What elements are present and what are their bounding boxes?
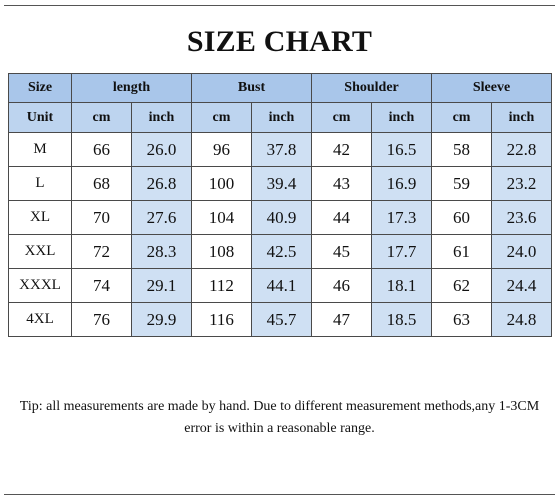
table-cell: 59 <box>431 166 493 201</box>
table-row: M 66 26.0 96 37.8 42 16.5 58 22.8 <box>8 132 553 167</box>
table-cell: 37.8 <box>250 132 313 167</box>
table-cell: 60 <box>431 200 493 235</box>
table-cell: 61 <box>431 234 493 269</box>
table-cell: 17.3 <box>371 200 433 235</box>
table-cell: 24.8 <box>491 302 553 337</box>
table-cell: 70 <box>71 200 132 235</box>
table-cell: 63 <box>431 302 493 337</box>
table-cell: 29.9 <box>131 302 192 337</box>
unit-header: cm <box>431 102 493 133</box>
bust-group-header: Bust <box>190 73 313 103</box>
table-cell: 26.0 <box>131 132 192 167</box>
table-cell: 27.6 <box>131 200 192 235</box>
table-cell: 96 <box>191 132 252 167</box>
table-cell: 28.3 <box>131 234 192 269</box>
table-cell: 18.5 <box>371 302 433 337</box>
header-row-units: Unit cm inch cm inch cm inch cm inch <box>8 102 553 133</box>
measurement-tip: Tip: all measurements are made by hand. … <box>19 399 540 436</box>
table-cell: 16.5 <box>371 132 433 167</box>
unit-column-header: Unit <box>8 102 72 133</box>
length-group-header: length <box>71 73 192 103</box>
unit-header: inch <box>371 102 433 133</box>
table-cell: 23.2 <box>491 166 553 201</box>
table-cell: 46 <box>311 268 373 303</box>
page-title: SIZE CHART <box>186 25 373 58</box>
table-cell: 29.1 <box>131 268 192 303</box>
size-cell: XXL <box>8 234 72 269</box>
table-cell: 58 <box>431 132 493 167</box>
table-cell: 47 <box>311 302 373 337</box>
table-cell: 16.9 <box>371 166 433 201</box>
table-cell: 22.8 <box>491 132 553 167</box>
table-cell: 42 <box>311 132 373 167</box>
table-cell: 112 <box>191 268 252 303</box>
table-cell: 104 <box>191 200 252 235</box>
table-cell: 76 <box>71 302 132 337</box>
table-cell: 45 <box>311 234 373 269</box>
unit-header: cm <box>191 102 252 133</box>
table-cell: 39.4 <box>250 166 313 201</box>
top-divider <box>4 5 555 6</box>
unit-header: inch <box>131 102 192 133</box>
table-cell: 108 <box>191 234 252 269</box>
size-cell: M <box>8 132 72 167</box>
bottom-divider <box>4 494 555 495</box>
table-cell: 43 <box>311 166 373 201</box>
table-cell: 62 <box>431 268 493 303</box>
table-row: XXXL 74 29.1 112 44.1 46 18.1 62 24.4 <box>8 268 553 303</box>
shoulder-group-header: Shoulder <box>311 73 433 103</box>
table-cell: 24.4 <box>491 268 553 303</box>
table-cell: 100 <box>191 166 252 201</box>
table-cell: 17.7 <box>371 234 433 269</box>
unit-header: inch <box>491 102 553 133</box>
size-cell: 4XL <box>8 302 72 337</box>
table-cell: 74 <box>71 268 132 303</box>
size-cell: XL <box>8 200 72 235</box>
unit-header: cm <box>71 102 132 133</box>
table-cell: 68 <box>71 166 132 201</box>
table-cell: 24.0 <box>491 234 553 269</box>
table-cell: 45.7 <box>250 302 313 337</box>
size-column-header: Size <box>8 73 72 103</box>
table-row: L 68 26.8 100 39.4 43 16.9 59 23.2 <box>8 166 553 201</box>
table-row: 4XL 76 29.9 116 45.7 47 18.5 63 24.8 <box>8 302 553 337</box>
size-cell: L <box>8 166 72 201</box>
table-cell: 66 <box>71 132 132 167</box>
table-cell: 23.6 <box>491 200 553 235</box>
unit-header: inch <box>250 102 313 133</box>
table-row: XXL 72 28.3 108 42.5 45 17.7 61 24.0 <box>8 234 553 269</box>
table-cell: 40.9 <box>250 200 313 235</box>
table-cell: 42.5 <box>250 234 313 269</box>
unit-header: cm <box>311 102 373 133</box>
table-cell: 44.1 <box>250 268 313 303</box>
table-cell: 44 <box>311 200 373 235</box>
table-cell: 116 <box>191 302 252 337</box>
table-cell: 26.8 <box>131 166 192 201</box>
size-cell: XXXL <box>8 268 72 303</box>
sleeve-group-header: Sleeve <box>431 73 553 103</box>
table-cell: 18.1 <box>371 268 433 303</box>
header-row-measurements: Size length Bust Shoulder Sleeve <box>8 73 553 103</box>
size-chart-table: Size length Bust Shoulder Sleeve Unit cm… <box>8 73 553 337</box>
table-row: XL 70 27.6 104 40.9 44 17.3 60 23.6 <box>8 200 553 235</box>
table-cell: 72 <box>71 234 132 269</box>
